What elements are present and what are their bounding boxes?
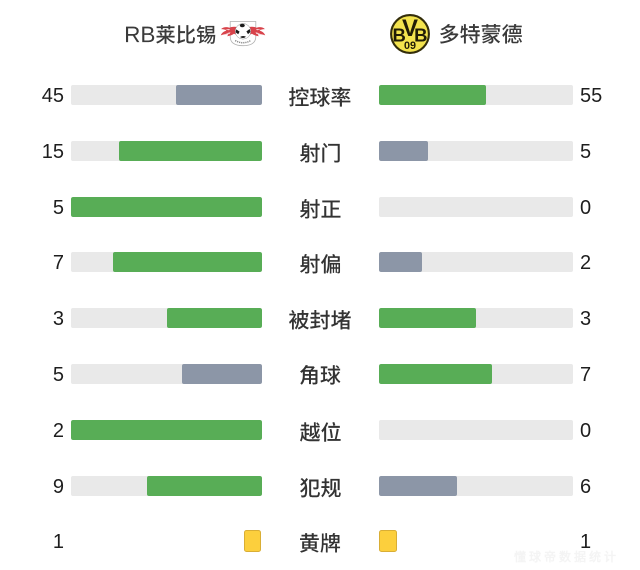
- svg-text:V: V: [402, 15, 418, 42]
- svg-text:09: 09: [404, 40, 416, 52]
- svg-text:B: B: [393, 24, 406, 45]
- svg-text:B: B: [414, 24, 427, 45]
